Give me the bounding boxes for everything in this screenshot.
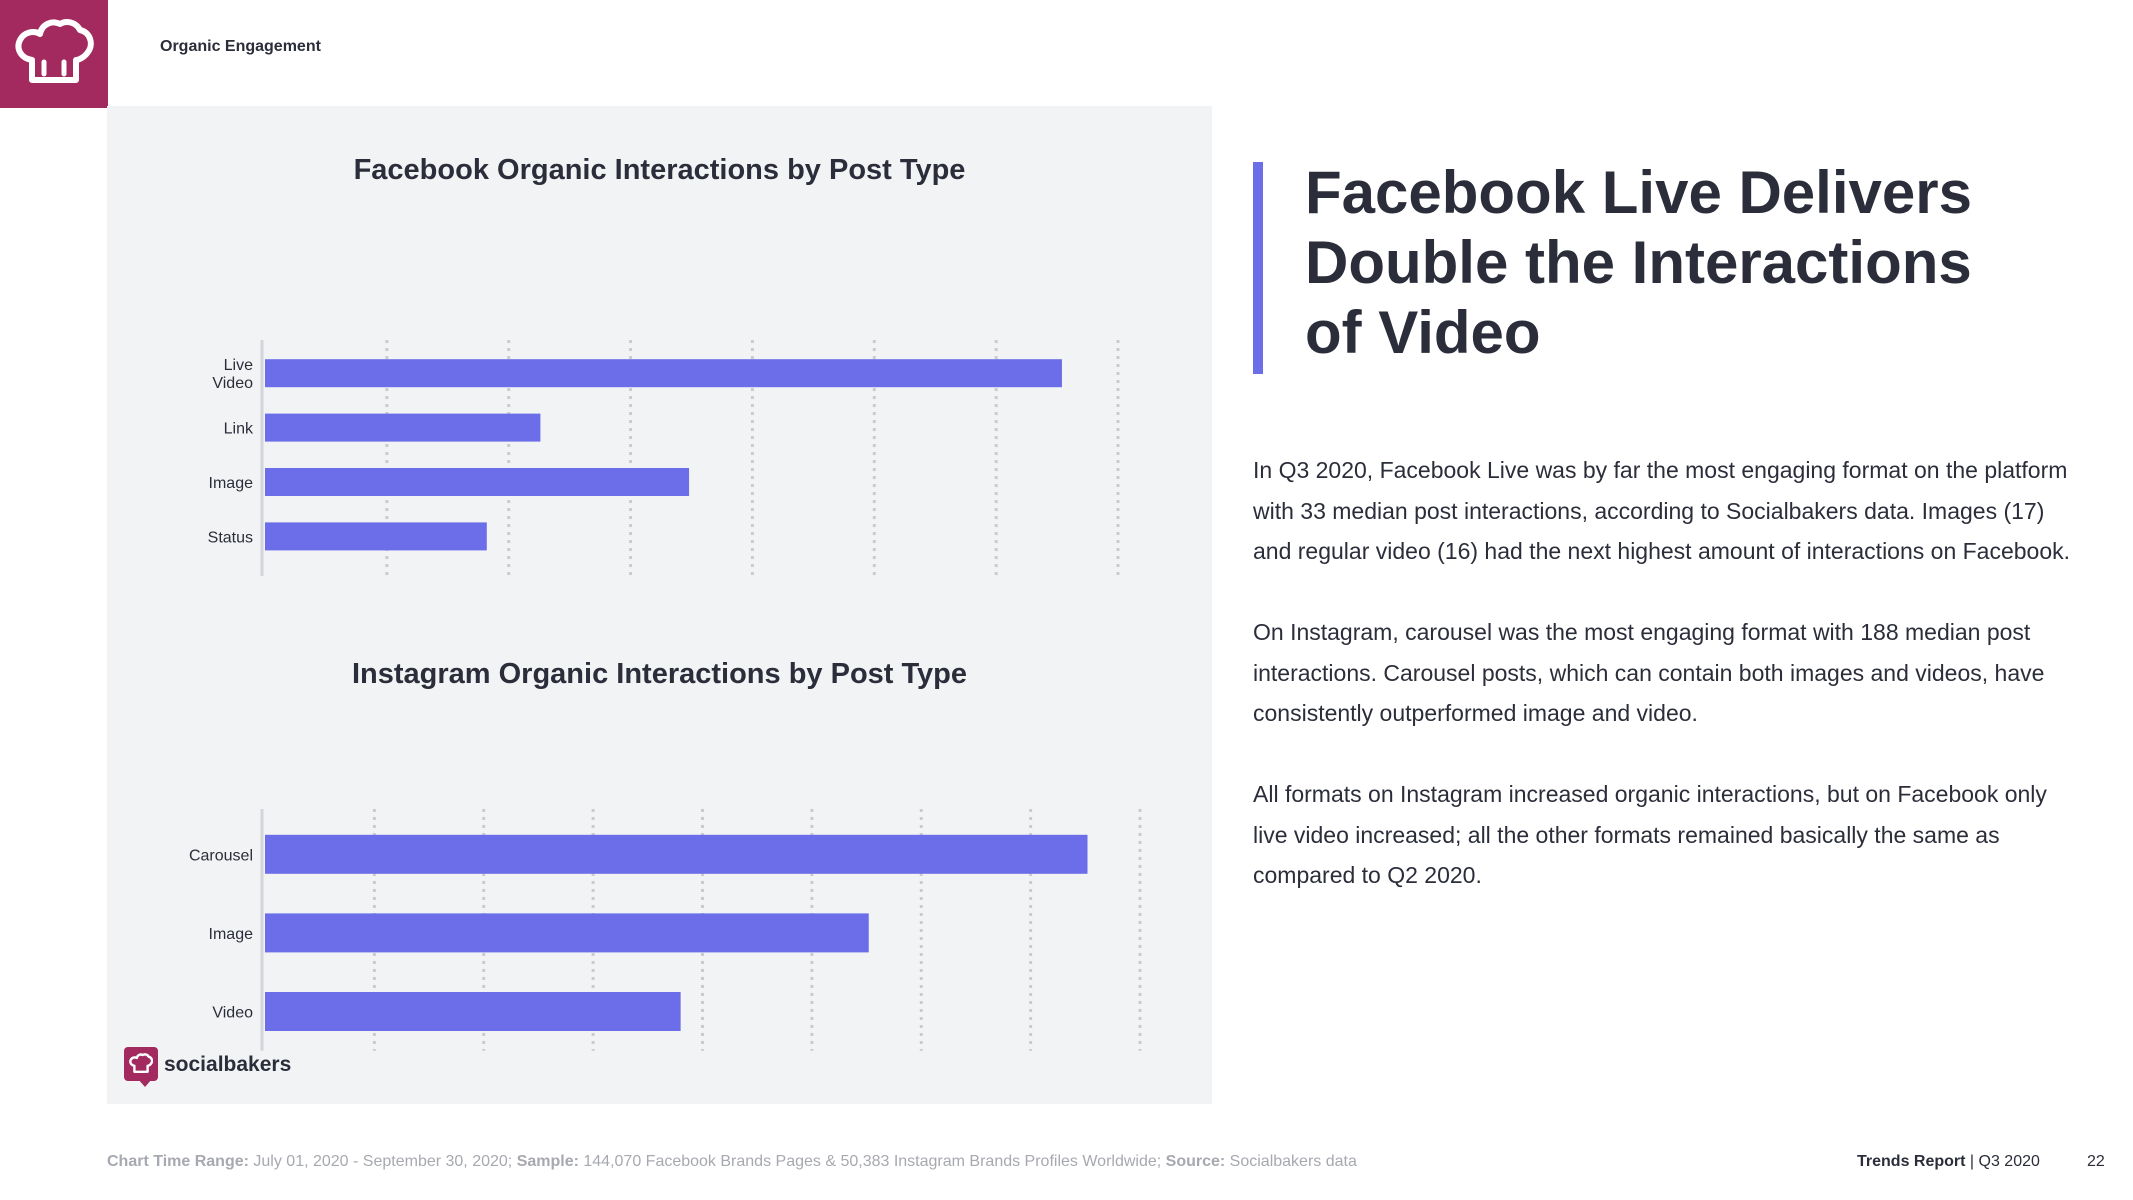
brand-logo (0, 0, 108, 108)
bar (265, 413, 541, 442)
category-label: Carousel (189, 847, 253, 864)
bar (265, 992, 681, 1031)
instagram-chart-title: Instagram Organic Interactions by Post T… (351, 658, 968, 690)
report-title: Trends Report | Q3 2020 (1857, 1153, 2040, 1171)
bar (265, 468, 690, 496)
facebook-bar-chart: 05101520253035LiveVideoLinkImageStatusVi… (208, 340, 1120, 576)
body-paragraph: In Q3 2020, Facebook Live was by far the… (1253, 457, 2071, 564)
footer-sample-label: Sample: (516, 1153, 579, 1170)
category-label: Video (212, 375, 253, 392)
footer-source-label: Source: (1165, 1153, 1226, 1170)
chef-hat-icon (15, 19, 94, 83)
page-number: 22 (2087, 1153, 2105, 1170)
socialbakers-brand: socialbakers (124, 1047, 324, 1091)
chef-hat-icon (129, 1053, 153, 1073)
headline-line: Facebook Live Delivers (1305, 159, 1972, 226)
footer-sample-value: 144,070 Facebook Brands Pages & 50,383 I… (578, 1153, 1166, 1170)
category-label: Image (209, 926, 254, 943)
report-period: | Q3 2020 (1965, 1153, 2040, 1170)
chart-panel: Facebook Organic Interactions by Post Ty… (107, 106, 1212, 1104)
footer-source-value: Socialbakers data (1225, 1153, 1357, 1170)
category-label: Video (212, 1005, 253, 1022)
bar (265, 359, 1062, 388)
headline-line: Double the Interactions (1305, 229, 1972, 296)
category-label: Link (224, 421, 254, 438)
footer-range-value: July 01, 2020 - September 30, 2020; (248, 1153, 517, 1170)
report-name: Trends Report (1857, 1153, 1966, 1170)
bar (265, 913, 869, 953)
category-label: Status (208, 529, 253, 546)
category-label: Live (224, 357, 253, 374)
bar (265, 834, 1088, 874)
headline-line: of Video (1305, 299, 1541, 366)
brand-icon (124, 1047, 158, 1087)
brand-name: socialbakers (164, 1053, 292, 1076)
body-paragraph: All formats on Instagram increased organ… (1253, 781, 2047, 888)
category-label: Image (209, 475, 254, 492)
body-paragraph: On Instagram, carousel was the most enga… (1253, 619, 2045, 726)
headline: Facebook Live Delivers Double the Intera… (1305, 158, 2085, 368)
footer-source-note: Chart Time Range: July 01, 2020 - Septem… (107, 1153, 1357, 1171)
bar (265, 522, 487, 551)
facebook-chart-title: Facebook Organic Interactions by Post Ty… (353, 154, 966, 186)
headline-accent-bar (1253, 162, 1263, 374)
section-label: Organic Engagement (160, 38, 321, 55)
footer-range-label: Chart Time Range: (107, 1153, 249, 1170)
instagram-bar-chart: 0255075100125150175200CarouselImageVideo… (189, 809, 1142, 1051)
body-text: In Q3 2020, Facebook Live was by far the… (1253, 450, 2083, 936)
